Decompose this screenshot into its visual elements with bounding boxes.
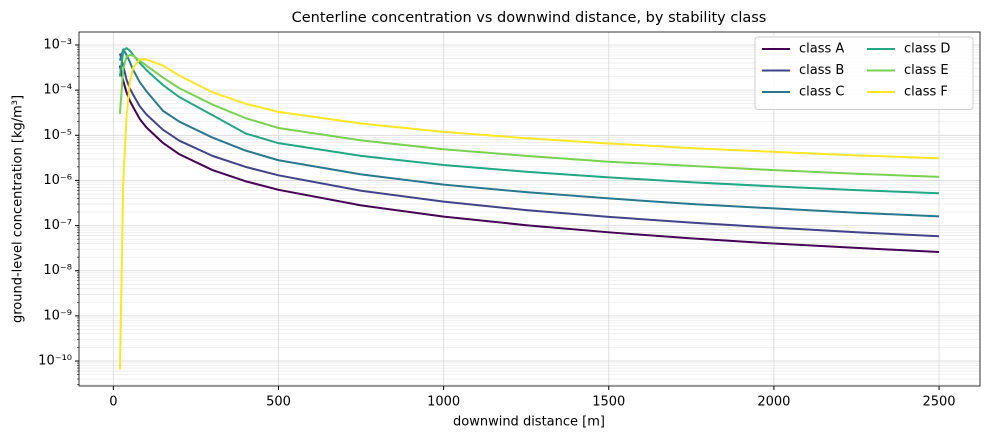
x-tick-label: 0 — [109, 395, 117, 410]
y-tick-label: 10⁻⁷ — [43, 218, 72, 233]
series-line — [118, 58, 940, 370]
x-axis-label: downwind distance [m] — [453, 415, 605, 430]
legend-label: class B — [799, 63, 844, 78]
y-tick-label: 10⁻⁹ — [43, 308, 72, 323]
series-line — [118, 54, 940, 178]
x-tick-label: 2000 — [757, 395, 790, 410]
legend-label: class A — [799, 42, 844, 57]
series-line — [118, 65, 940, 254]
legend-box — [754, 36, 974, 110]
x-tick-label: 2500 — [922, 395, 955, 410]
plot-frame — [78, 31, 981, 387]
y-tick-label: 10⁻³ — [43, 37, 72, 52]
series-line — [118, 47, 940, 195]
y-tick-label: 10⁻⁸ — [43, 263, 72, 278]
y-tick-label: 10⁻⁵ — [43, 128, 72, 143]
legend-label: class C — [799, 85, 844, 100]
legend-label: class D — [904, 42, 950, 57]
legend-label: class E — [904, 63, 949, 78]
series-line — [118, 53, 940, 238]
y-tick-label: 10⁻⁴ — [43, 83, 72, 98]
x-tick-label: 500 — [266, 395, 291, 410]
y-tick-label: 10⁻¹⁰ — [38, 354, 72, 369]
x-tick-label: 1500 — [592, 395, 625, 410]
x-tick-label: 1000 — [427, 395, 460, 410]
chart-title: Centerline concentration vs downwind dis… — [292, 10, 767, 26]
y-axis-label: ground-level concentration [kg/m³] — [11, 95, 26, 323]
legend-label: class F — [904, 85, 948, 100]
y-tick-label: 10⁻⁶ — [43, 173, 72, 188]
series-line — [118, 48, 940, 218]
